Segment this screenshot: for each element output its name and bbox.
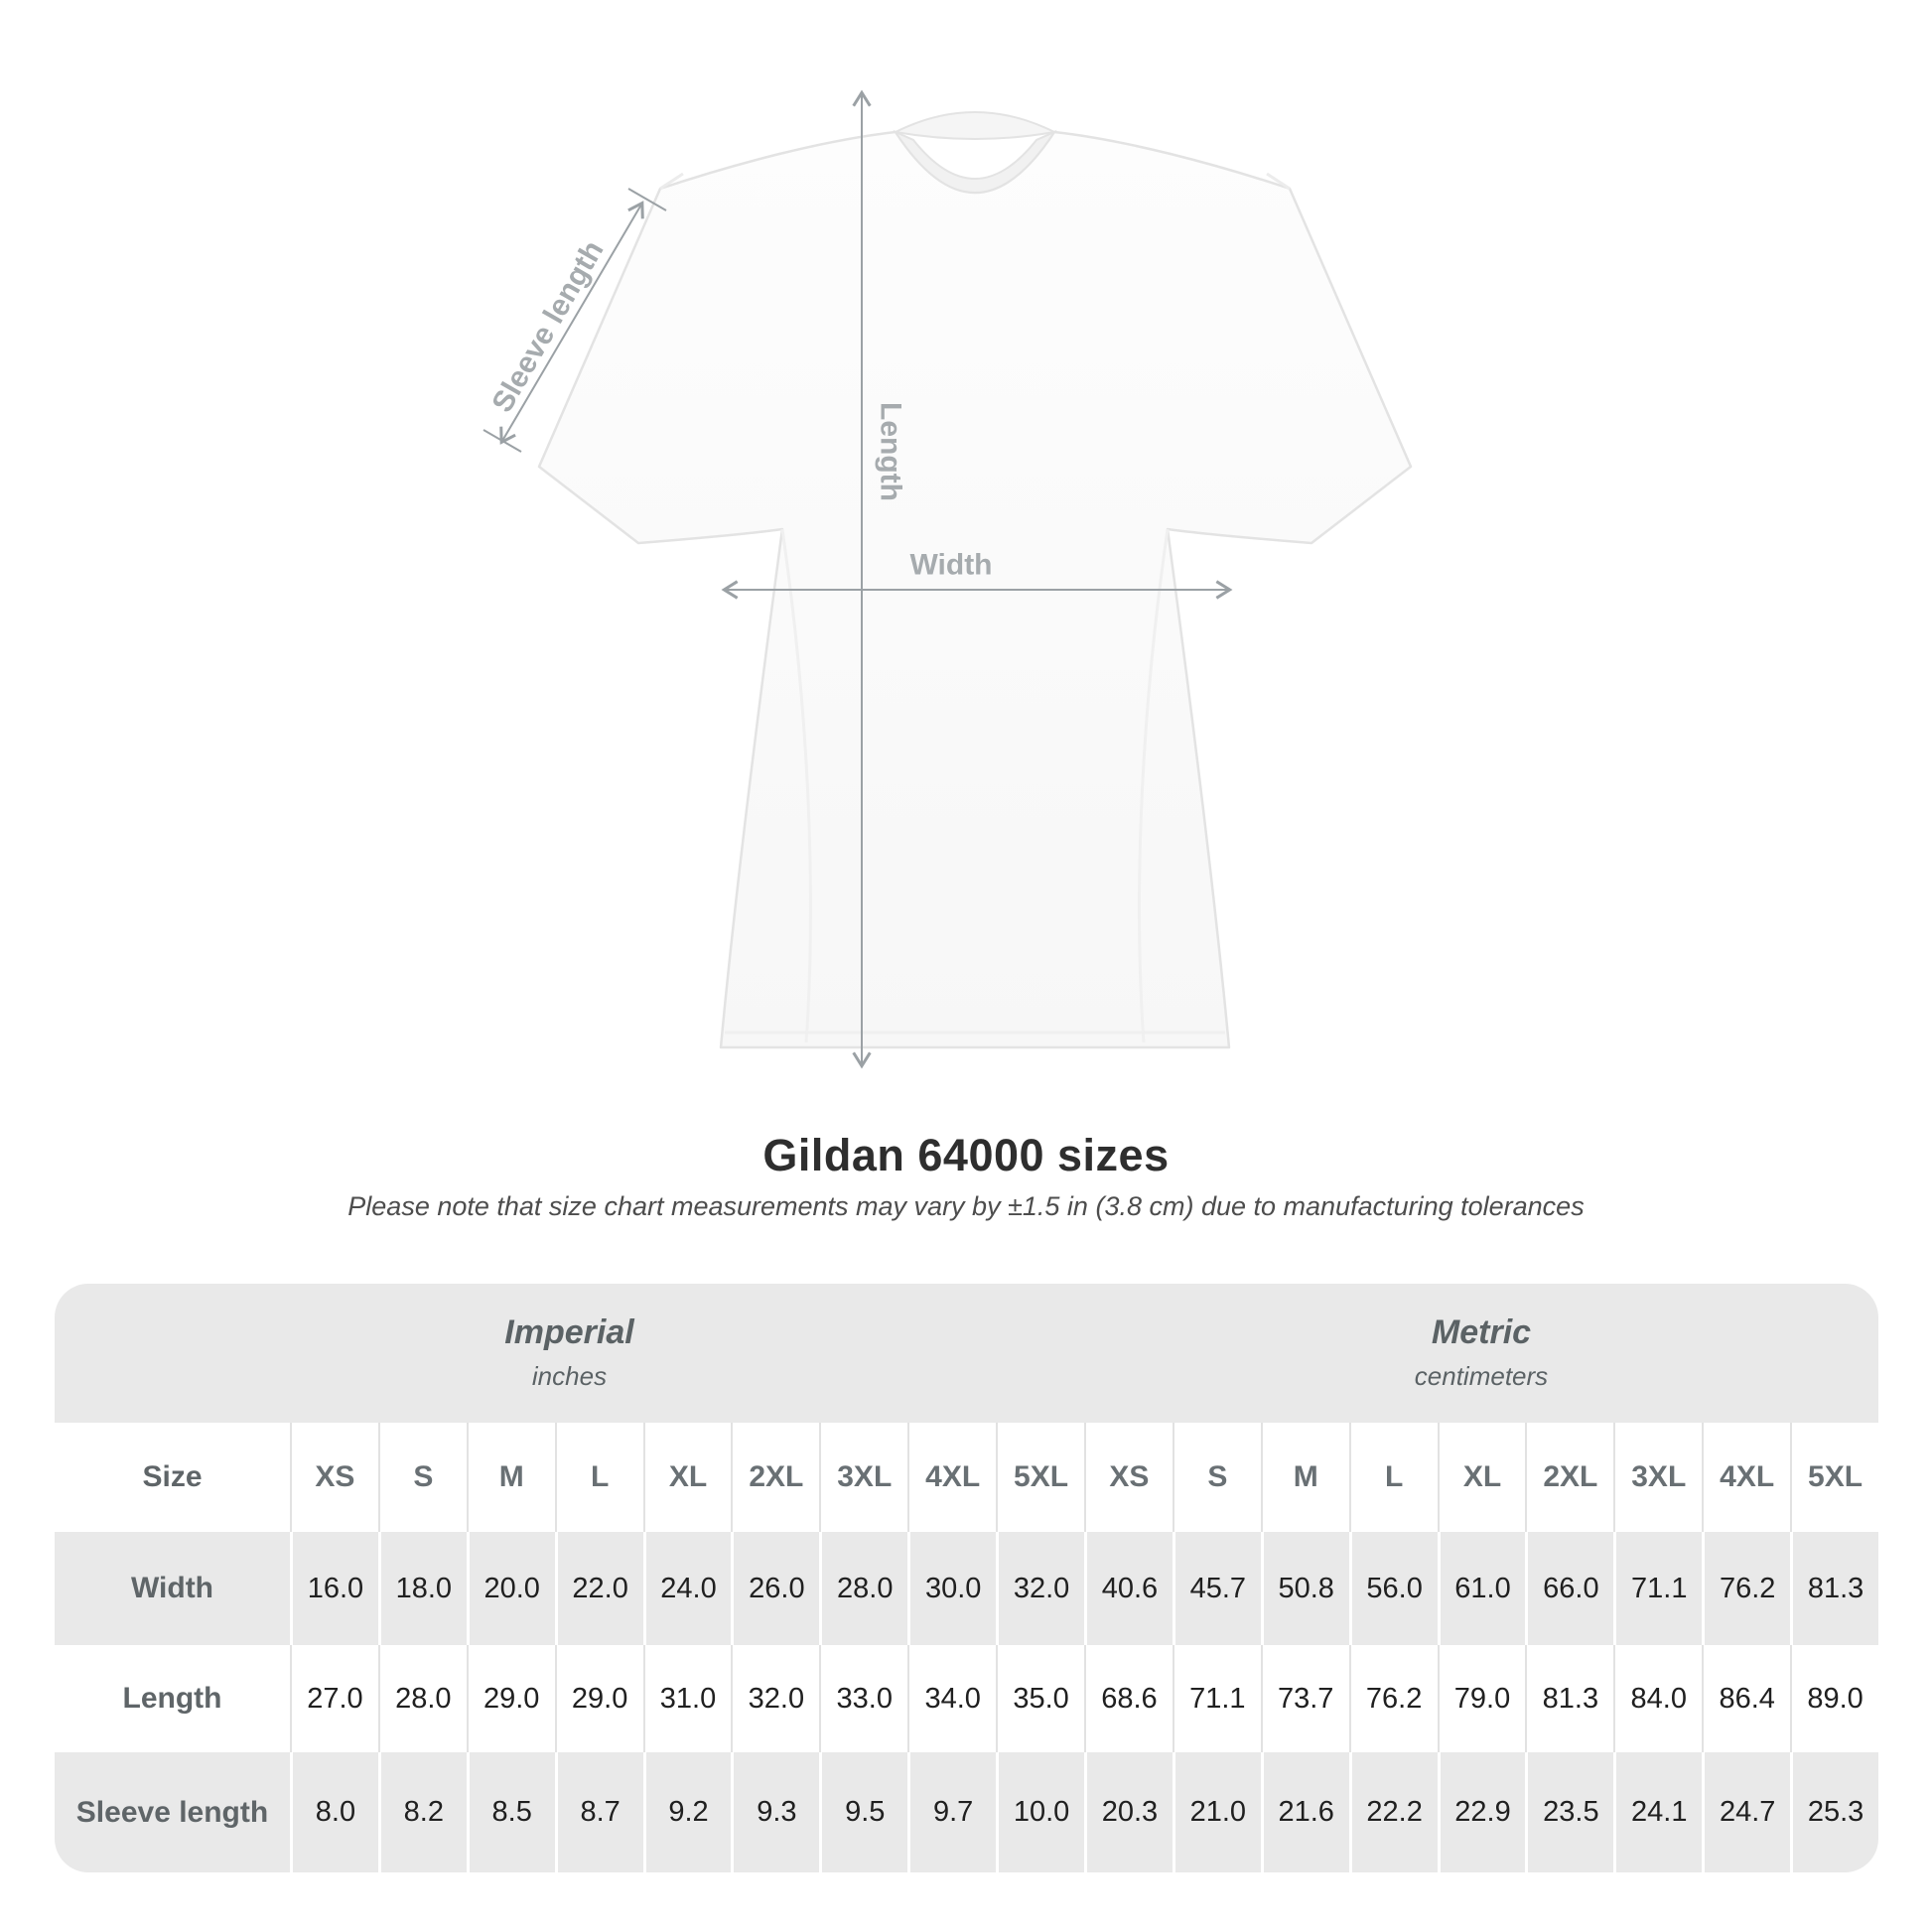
value-imperial-3xl: 33.0: [819, 1645, 908, 1752]
value-imperial-xs: 8.0: [290, 1752, 378, 1872]
value-metric-5xl: 25.3: [1790, 1752, 1878, 1872]
value-imperial-l: 29.0: [554, 1645, 643, 1752]
value-imperial-5xl: 32.0: [996, 1532, 1084, 1645]
value-metric-m: 50.8: [1260, 1532, 1349, 1645]
size-header-metric-m: M: [1260, 1423, 1349, 1532]
value-metric-s: 21.0: [1172, 1752, 1261, 1872]
size-header-metric-xl: XL: [1437, 1423, 1526, 1532]
value-metric-3xl: 71.1: [1613, 1532, 1703, 1645]
value-metric-4xl: 76.2: [1702, 1532, 1791, 1645]
imperial-unit-header: Imperial inches: [55, 1284, 1084, 1423]
width-label: Width: [909, 549, 992, 582]
value-imperial-xl: 9.2: [642, 1752, 732, 1872]
value-metric-l: 56.0: [1348, 1532, 1438, 1645]
value-imperial-2xl: 9.3: [731, 1752, 820, 1872]
size-chart-grid: Imperial inches Metric centimeters Size X…: [55, 1284, 1878, 1872]
shoulder-seams: [659, 172, 1291, 191]
value-metric-xs: 20.3: [1083, 1752, 1173, 1872]
metric-title: Metric: [1431, 1312, 1532, 1351]
tshirt-diagram: Sleeve length Length Width: [427, 55, 1440, 1107]
size-header-imperial-m: M: [466, 1423, 555, 1532]
size-header-imperial-5xl: 5XL: [996, 1423, 1084, 1532]
value-metric-l: 76.2: [1348, 1645, 1438, 1752]
size-header-imperial-s: S: [377, 1423, 467, 1532]
value-metric-4xl: 24.7: [1702, 1752, 1791, 1872]
value-imperial-5xl: 10.0: [996, 1752, 1084, 1872]
size-header-imperial-xs: XS: [290, 1423, 378, 1532]
value-imperial-l: 22.0: [554, 1532, 643, 1645]
row-label-width: Width: [55, 1532, 290, 1645]
value-metric-xs: 40.6: [1083, 1532, 1173, 1645]
value-imperial-m: 20.0: [466, 1532, 555, 1645]
wrinkle-right: [1138, 528, 1170, 1043]
size-header-metric-s: S: [1172, 1423, 1261, 1532]
value-imperial-3xl: 28.0: [819, 1532, 908, 1645]
tshirt-back-collar: [892, 111, 1058, 140]
value-imperial-m: 8.5: [466, 1752, 555, 1872]
value-imperial-xs: 16.0: [290, 1532, 378, 1645]
value-metric-xl: 22.9: [1437, 1752, 1526, 1872]
value-metric-xl: 61.0: [1437, 1532, 1526, 1645]
size-header-imperial-2xl: 2XL: [731, 1423, 820, 1532]
value-metric-2xl: 81.3: [1525, 1645, 1614, 1752]
page-title: Gildan 64000 sizes: [762, 1130, 1170, 1180]
value-imperial-s: 28.0: [377, 1645, 467, 1752]
tolerance-note: Please note that size chart measurements…: [347, 1191, 1585, 1221]
value-metric-2xl: 66.0: [1525, 1532, 1614, 1645]
imperial-title: Imperial: [504, 1312, 634, 1351]
value-imperial-xs: 27.0: [290, 1645, 378, 1752]
value-metric-3xl: 24.1: [1613, 1752, 1703, 1872]
size-header-imperial-l: L: [554, 1423, 643, 1532]
size-column-header: Size: [55, 1423, 290, 1532]
tshirt-illustration: Sleeve length Length Width: [483, 89, 1413, 1069]
tshirt-collar: [893, 129, 1057, 194]
size-header-metric-l: L: [1348, 1423, 1438, 1532]
row-label-sleeve-length: Sleeve length: [55, 1752, 290, 1872]
value-imperial-5xl: 35.0: [996, 1645, 1084, 1752]
value-metric-3xl: 84.0: [1613, 1645, 1703, 1752]
imperial-unit: inches: [531, 1361, 608, 1392]
size-header-imperial-xl: XL: [642, 1423, 732, 1532]
size-header-metric-2xl: 2XL: [1525, 1423, 1614, 1532]
value-metric-xl: 79.0: [1437, 1645, 1526, 1752]
value-imperial-xl: 31.0: [642, 1645, 732, 1752]
length-label: Length: [875, 402, 907, 501]
value-metric-4xl: 86.4: [1702, 1645, 1791, 1752]
size-header-metric-xs: XS: [1083, 1423, 1173, 1532]
value-imperial-2xl: 26.0: [731, 1532, 820, 1645]
metric-unit-header: Metric centimeters: [1083, 1284, 1878, 1423]
value-metric-s: 71.1: [1172, 1645, 1261, 1752]
wrinkle-left: [780, 528, 812, 1043]
value-metric-xs: 68.6: [1083, 1645, 1173, 1752]
value-imperial-3xl: 9.5: [819, 1752, 908, 1872]
value-metric-m: 73.7: [1260, 1645, 1349, 1752]
value-imperial-s: 8.2: [377, 1752, 467, 1872]
value-imperial-l: 8.7: [554, 1752, 643, 1872]
sleeve-arrow-tick-top: [627, 188, 667, 211]
value-imperial-m: 29.0: [466, 1645, 555, 1752]
value-metric-5xl: 89.0: [1790, 1645, 1878, 1752]
value-metric-m: 21.6: [1260, 1752, 1349, 1872]
sleeve-arrow-tick-bottom: [483, 429, 522, 453]
value-metric-5xl: 81.3: [1790, 1532, 1878, 1645]
metric-unit: centimeters: [1414, 1361, 1549, 1392]
row-label-length: Length: [55, 1645, 290, 1752]
value-imperial-s: 18.0: [377, 1532, 467, 1645]
value-imperial-4xl: 30.0: [907, 1532, 997, 1645]
value-metric-s: 45.7: [1172, 1532, 1261, 1645]
value-imperial-xl: 24.0: [642, 1532, 732, 1645]
sleeve-length-arrow: [499, 201, 644, 445]
value-imperial-4xl: 34.0: [907, 1645, 997, 1752]
size-chart-table: Imperial inches Metric centimeters Size X…: [55, 1284, 1878, 1872]
size-header-metric-5xl: 5XL: [1790, 1423, 1878, 1532]
value-metric-2xl: 23.5: [1525, 1752, 1614, 1872]
size-header-imperial-4xl: 4XL: [907, 1423, 997, 1532]
value-metric-l: 22.2: [1348, 1752, 1438, 1872]
size-header-metric-4xl: 4XL: [1702, 1423, 1791, 1532]
value-imperial-4xl: 9.7: [907, 1752, 997, 1872]
size-header-imperial-3xl: 3XL: [819, 1423, 908, 1532]
size-header-metric-3xl: 3XL: [1613, 1423, 1703, 1532]
value-imperial-2xl: 32.0: [731, 1645, 820, 1752]
